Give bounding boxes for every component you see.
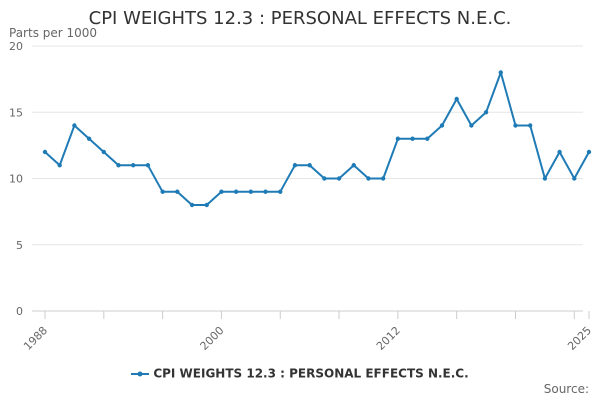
data-point <box>454 96 459 102</box>
data-point <box>278 189 283 194</box>
data-point <box>233 189 239 194</box>
data-point <box>189 202 195 208</box>
data-point <box>131 163 136 168</box>
data-point <box>527 123 533 128</box>
source-label[interactable]: Source: <box>543 382 589 396</box>
data-point <box>116 163 121 168</box>
data-point <box>307 163 312 168</box>
data-point <box>175 189 180 194</box>
data-point <box>204 202 209 208</box>
data-point <box>72 123 77 128</box>
data-point <box>42 149 48 155</box>
data-point <box>86 136 92 141</box>
data-point <box>380 176 386 181</box>
data-point <box>322 176 327 181</box>
x-tick-label: 1988 <box>21 324 50 353</box>
legend-label: CPI WEIGHTS 12.3 : PERSONAL EFFECTS N.E.… <box>153 366 469 381</box>
data-point <box>292 163 298 168</box>
data-point <box>513 123 518 128</box>
y-tick-label: 0 <box>16 305 23 318</box>
data-point <box>366 176 371 181</box>
data-point <box>483 110 489 115</box>
data-point <box>410 136 415 141</box>
y-tick-label: 15 <box>9 106 23 119</box>
x-tick-label: 2025 <box>565 324 594 353</box>
data-point <box>395 136 401 141</box>
data-point <box>101 149 107 155</box>
legend-swatch <box>131 371 150 376</box>
data-point <box>557 149 562 155</box>
series-line <box>44 71 590 206</box>
data-point <box>57 163 62 168</box>
data-point <box>248 189 254 194</box>
chart-title: CPI WEIGHTS 12.3 : PERSONAL EFFECTS N.E.… <box>88 8 512 29</box>
data-point <box>439 123 445 128</box>
data-point <box>263 189 268 194</box>
data-point <box>145 163 151 168</box>
y-tick-label: 10 <box>9 173 23 186</box>
data-point <box>351 163 356 168</box>
legend[interactable]: CPI WEIGHTS 12.3 : PERSONAL EFFECTS N.E.… <box>0 366 600 381</box>
data-point <box>469 123 474 128</box>
data-point <box>160 189 165 194</box>
x-tick-label: 2000 <box>198 324 227 353</box>
data-point <box>219 189 224 194</box>
data-point <box>586 149 592 155</box>
data-point <box>425 136 430 141</box>
x-tick-label: 2012 <box>374 324 403 353</box>
data-point <box>542 176 548 181</box>
data-point <box>498 70 503 75</box>
data-point <box>336 176 342 181</box>
data-point <box>572 176 577 181</box>
y-tick-label: 20 <box>9 40 23 53</box>
y-tick-label: 5 <box>16 239 23 252</box>
y-axis-label: Parts per 1000 <box>9 26 98 40</box>
